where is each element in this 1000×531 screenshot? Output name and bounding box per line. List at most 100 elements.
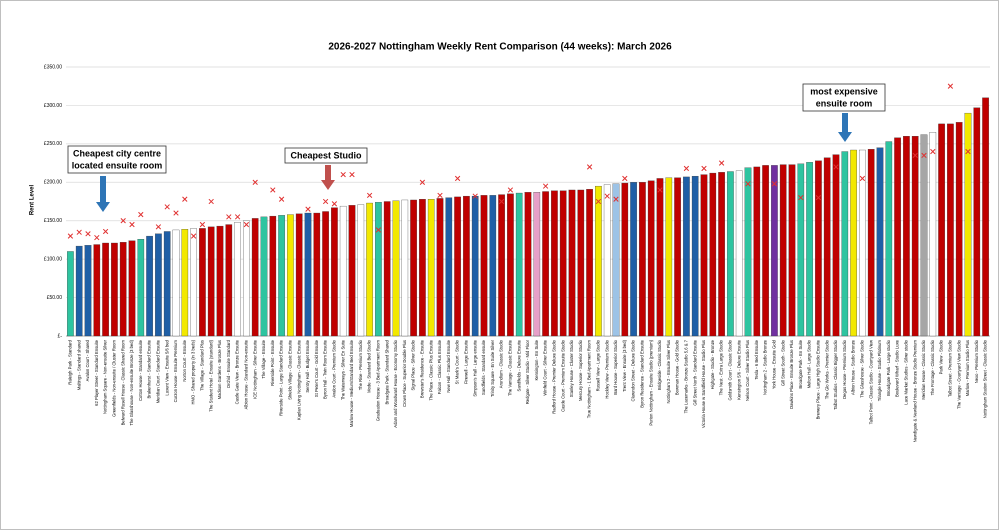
bar <box>524 192 532 337</box>
marker <box>340 171 346 178</box>
bar <box>718 172 725 337</box>
x-tick-label: Sandfields - Deluxe Ensuite <box>516 339 521 391</box>
marker <box>472 193 478 199</box>
bar <box>463 195 470 337</box>
marker <box>94 234 100 241</box>
x-tick-label: The Place - Classic Plus Ensuite <box>428 339 433 400</box>
bar <box>656 178 664 337</box>
marker <box>322 198 329 205</box>
x-tick-label: York House - Ensuite Gold <box>772 339 777 389</box>
bar <box>445 197 453 337</box>
x-tick-label: The Glasshouse - Non-ensuite Bronze (3 b… <box>129 339 134 425</box>
marker <box>947 83 954 89</box>
bar <box>427 199 435 337</box>
bar <box>876 147 884 337</box>
marker <box>305 206 311 212</box>
bar <box>383 201 391 337</box>
bar <box>603 184 611 337</box>
x-tick-label: Bowman House - Gold Studio <box>675 339 680 395</box>
y-tick-label: £- <box>58 333 63 339</box>
x-tick-label: Meridian Court - Standard Ensuite <box>156 339 161 403</box>
bar <box>621 182 629 337</box>
annotation: Cheapest Studio <box>290 150 362 160</box>
x-tick-label: Nelson Court - Silver Studio Plus <box>745 340 750 401</box>
marker <box>278 196 285 202</box>
bar <box>155 233 162 337</box>
x-tick-label: Trent View - Ensuite (3 bed) <box>622 339 627 392</box>
bar <box>401 199 409 337</box>
x-tick-label: Dawkins Place - Ensuite Bronze Plus <box>789 340 794 409</box>
x-tick-label: The Vantage - Courtyard View Studio <box>956 339 961 409</box>
bar <box>815 160 822 337</box>
x-tick-label: Brewery Place - Large High Studio Ensuit… <box>816 339 821 419</box>
x-tick-label: ICE Nottingham - Silver Ensuite <box>252 339 257 399</box>
bar <box>172 229 180 337</box>
y-tick-label: £200.00 <box>44 180 62 186</box>
annotation: located ensuite room <box>72 160 163 170</box>
x-tick-label: Newdigate & Newland House - Bronze Studi… <box>912 340 917 443</box>
bar <box>630 182 637 337</box>
marker <box>683 165 690 172</box>
marker <box>76 229 82 235</box>
marker <box>331 201 338 207</box>
bar <box>955 122 963 337</box>
x-tick-label: True Nottingham - 1 Bed Apartment Room <box>587 339 592 418</box>
bar <box>727 171 734 337</box>
x-tick-label: Norton Court - Ensuite <box>182 339 187 381</box>
bar <box>190 228 197 337</box>
marker <box>437 192 443 199</box>
marker <box>965 148 971 155</box>
bar <box>894 137 901 337</box>
y-tick-label: £150.00 <box>44 218 62 224</box>
bar <box>260 216 268 337</box>
x-tick-label: The Village - Ensuite <box>261 339 266 378</box>
bar <box>700 174 708 337</box>
x-tick-label: Radford House - Premier Deluxe Studio <box>552 339 557 413</box>
x-tick-label: The Nest - Extra Large Studio <box>719 339 724 395</box>
bar <box>903 136 910 337</box>
x-tick-label: Graduation House - 3 Bed Apartment Room <box>376 340 381 422</box>
bar <box>339 205 347 337</box>
plot: £- £50.00 £100.00 £150.00 £200.00 £250.00 £300… <box>44 64 990 442</box>
x-tick-label: Sandfields - Standard ensuite <box>481 339 486 395</box>
marker <box>701 165 707 172</box>
x-tick-label: Meridian House - Classic Studio <box>921 339 926 399</box>
bar <box>75 245 83 337</box>
marker <box>613 196 619 202</box>
marker <box>419 179 426 185</box>
bar <box>929 132 937 337</box>
bar <box>410 199 417 337</box>
x-tick-label: The Vantage - Classic Ensuite <box>508 339 513 396</box>
x-tick-label: Purion Nottingham - Ensuite Studio (prem… <box>648 339 653 425</box>
marker <box>798 195 804 201</box>
annotation: Cheapest city centre <box>73 148 161 158</box>
x-tick-label: Goldsmith Court - Classic Studio <box>728 339 733 400</box>
arrow <box>321 165 335 190</box>
marker <box>859 175 866 182</box>
marker <box>657 187 663 193</box>
x-tick-label: Nottingham 2 - Ensuite Silver Plus <box>666 340 671 404</box>
x-tick-label: Kensington - En Suite <box>534 339 539 380</box>
bar <box>251 218 259 337</box>
marker <box>921 152 927 159</box>
bar <box>84 245 92 337</box>
bar <box>137 239 145 337</box>
x-tick-label: Albion House - Standard Non-ensuite <box>244 339 249 409</box>
bar <box>67 251 74 337</box>
bar <box>832 154 840 337</box>
x-tick-label: Broadgate Park - Standard Shared <box>384 339 389 404</box>
bar <box>419 199 426 337</box>
bar <box>911 136 919 337</box>
bar <box>586 189 593 337</box>
annotation: most expensive <box>810 86 878 96</box>
annotation-box <box>284 147 368 164</box>
bar <box>982 97 989 337</box>
x-tick-label: Broadgate Park - Large studio <box>886 339 891 396</box>
bar <box>823 157 831 337</box>
bar <box>797 163 805 337</box>
bar <box>920 134 928 337</box>
x-tick-label: Firewell - Large Ensuite <box>464 339 469 384</box>
x-tick-label: Victoria House w Sandfield House - Studi… <box>701 340 706 428</box>
y-tick-label: £100.00 <box>44 256 62 262</box>
bar <box>964 112 972 337</box>
